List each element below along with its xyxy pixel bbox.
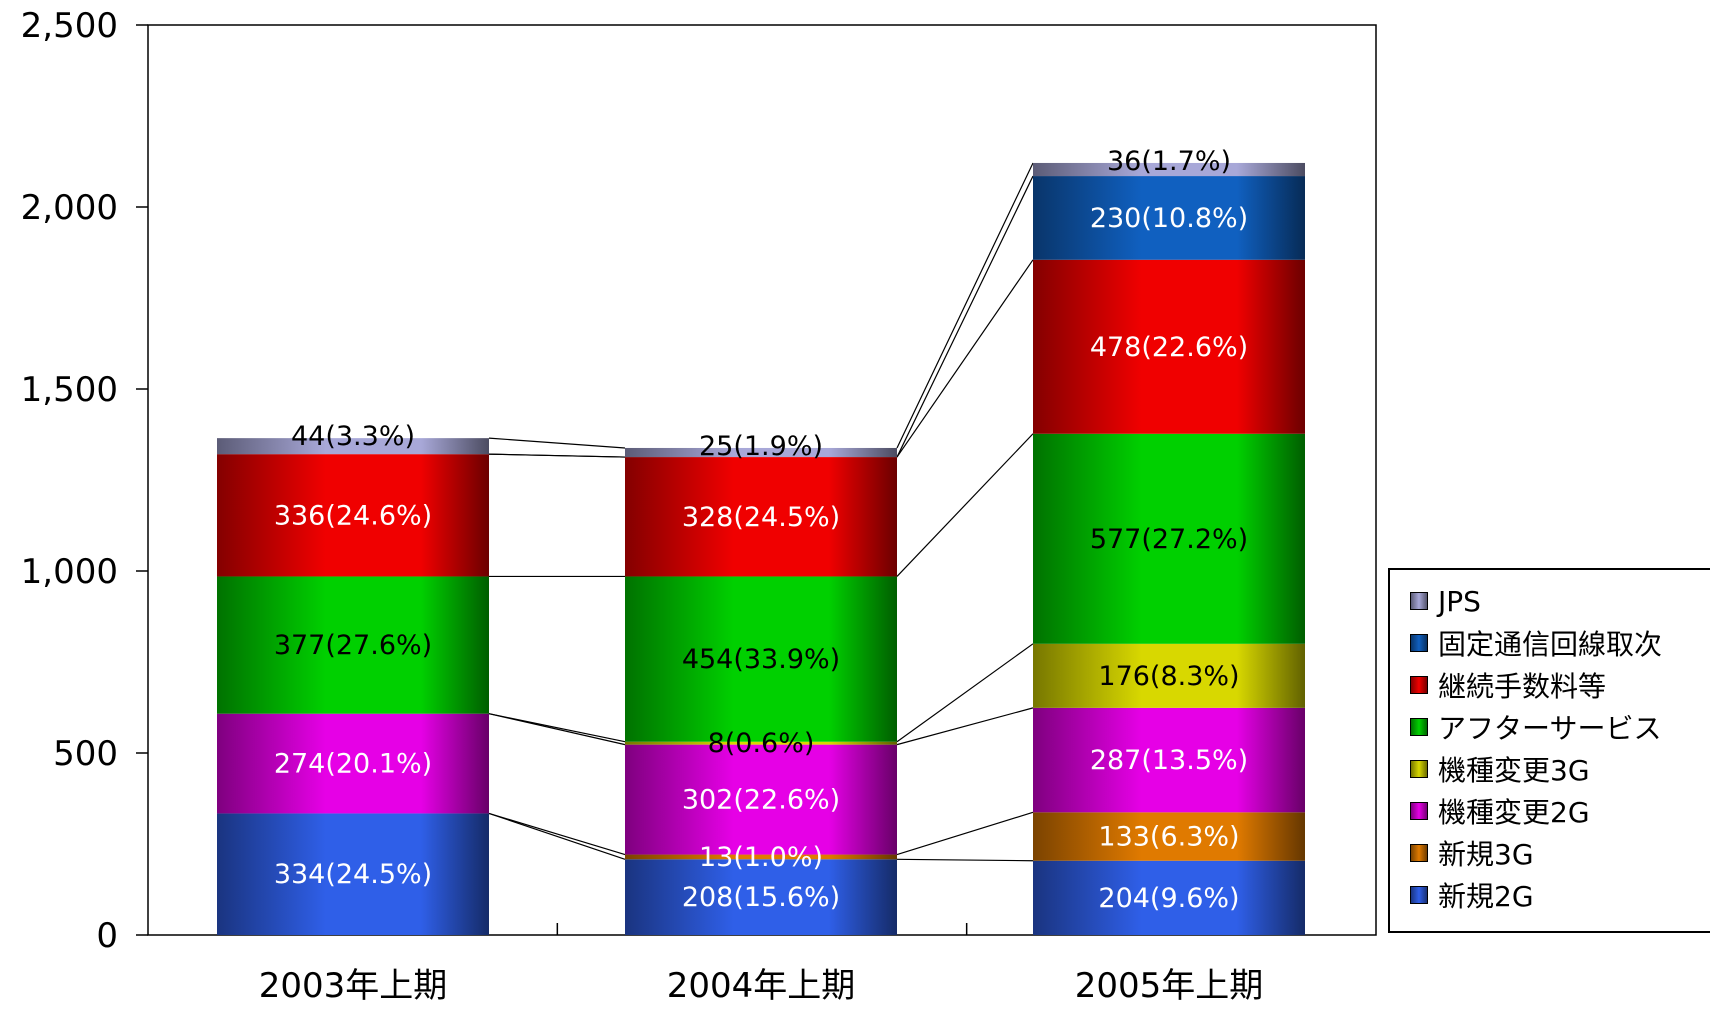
bar-segment	[1033, 433, 1305, 644]
data-label: 302(22.6%)	[682, 785, 840, 816]
y-tick-label: 500	[53, 734, 118, 774]
connector-line	[896, 433, 1034, 577]
data-label: 577(27.2%)	[1090, 524, 1248, 555]
legend-item: 新規2G	[1410, 874, 1710, 916]
legend-item: 機種変更2G	[1410, 790, 1710, 832]
bar-segment	[1033, 707, 1305, 813]
y-tick-label: 0	[96, 916, 118, 956]
data-label: 478(22.6%)	[1090, 332, 1248, 363]
connector-line	[896, 643, 1034, 743]
legend-label: 機種変更3G	[1438, 754, 1590, 787]
legend-item: JPS	[1410, 580, 1710, 622]
bar-segment	[1033, 162, 1305, 177]
connector-line	[488, 437, 626, 449]
bar-segment	[217, 454, 489, 577]
data-label: 36(1.7%)	[1107, 146, 1231, 177]
x-category-label: 2004年上期	[667, 966, 856, 1006]
y-axis: 0 500 1,000 1,500 2,000 2,500	[21, 6, 148, 956]
data-label: 274(20.1%)	[274, 749, 432, 780]
legend-item: アフターサービス	[1410, 706, 1710, 748]
bar-segment	[217, 713, 489, 814]
legend-swatch	[1410, 634, 1428, 652]
data-label: 230(10.8%)	[1090, 203, 1248, 234]
bar-segment	[1033, 812, 1305, 861]
connector-line	[896, 259, 1034, 458]
bar-segment	[625, 859, 897, 935]
legend-item: 機種変更3G	[1410, 748, 1710, 790]
bar-segment	[625, 854, 897, 860]
bars	[217, 162, 1305, 935]
bar-segment	[625, 741, 897, 745]
data-label: 336(24.6%)	[274, 500, 432, 531]
data-label: 44(3.3%)	[291, 421, 415, 452]
data-label: 328(24.5%)	[682, 502, 840, 533]
legend-swatch	[1410, 844, 1428, 862]
data-label: 204(9.6%)	[1098, 883, 1239, 914]
connector-line	[896, 707, 1034, 746]
y-tick-label: 2,000	[21, 188, 118, 228]
x-category-label: 2005年上期	[1075, 966, 1264, 1006]
connector-lines	[488, 162, 1034, 862]
legend-swatch	[1410, 886, 1428, 904]
legend-swatch	[1410, 802, 1428, 820]
connector-line	[896, 858, 1034, 862]
data-label: 377(27.6%)	[274, 630, 432, 661]
bar-segment	[625, 447, 897, 458]
y-tick-label: 1,000	[21, 552, 118, 592]
legend-swatch	[1410, 760, 1428, 778]
bar-segment	[625, 576, 897, 742]
legend-label: 機種変更2G	[1438, 796, 1590, 829]
data-label: 13(1.0%)	[699, 842, 823, 873]
legend: JPS 固定通信回線取次 継続手数料等アフターサービス 機種変更3G 機種変更2G 新規3…	[1388, 568, 1710, 933]
bar-segment	[625, 744, 897, 855]
bar-segment	[1033, 860, 1305, 935]
connector-line	[896, 175, 1034, 458]
stacked-bar-chart: 0 500 1,000 1,500 2,000 2,500 334(24.5%) 274(2…	[21, 6, 1377, 1006]
x-axis: 2003年上期 2004年上期 2005年上期	[259, 923, 1264, 1006]
bar-segment	[1033, 259, 1305, 434]
connector-line	[488, 812, 626, 860]
data-label: 8(0.6%)	[708, 728, 815, 759]
legend-label: 継続手数料等	[1438, 670, 1607, 703]
connector-line	[488, 812, 626, 856]
legend-label: 新規3G	[1438, 838, 1534, 871]
legend-label: JPS	[1438, 584, 1481, 618]
connector-line	[488, 453, 626, 458]
x-category-label: 2003年上期	[259, 966, 448, 1006]
data-label: 208(15.6%)	[682, 882, 840, 913]
legend-label: 固定通信回線取次	[1438, 628, 1663, 661]
data-label: 133(6.3%)	[1098, 822, 1239, 853]
bar-segment	[1033, 643, 1305, 708]
bar-segment	[625, 457, 897, 577]
data-label: 287(13.5%)	[1090, 745, 1248, 776]
legend-swatch	[1410, 676, 1428, 694]
bar-segment	[217, 438, 489, 455]
legend-swatch	[1410, 718, 1428, 736]
y-tick-label: 1,500	[21, 370, 118, 410]
legend-swatch	[1410, 592, 1428, 610]
bar-segment	[217, 576, 489, 714]
bar-segment	[1033, 176, 1305, 260]
data-label: 25(1.9%)	[699, 431, 823, 462]
bar-segment	[217, 813, 489, 935]
data-label: 176(8.3%)	[1098, 661, 1239, 692]
connector-line	[896, 811, 1034, 856]
legend-label: アフターサービス	[1438, 712, 1662, 745]
legend-item: 継続手数料等	[1410, 664, 1710, 706]
connector-line	[488, 713, 626, 743]
legend-item: 固定通信回線取次	[1410, 622, 1710, 664]
y-tick-label: 2,500	[21, 6, 118, 46]
data-label: 454(33.9%)	[682, 644, 840, 675]
legend-item: 新規3G	[1410, 832, 1710, 874]
legend-label: 新規2G	[1438, 880, 1534, 913]
connector-line	[896, 162, 1034, 449]
data-label: 334(24.5%)	[274, 859, 432, 890]
data-labels: 334(24.5%) 274(20.1%) 377(27.6%) 336(24.6%)…	[274, 146, 1248, 914]
